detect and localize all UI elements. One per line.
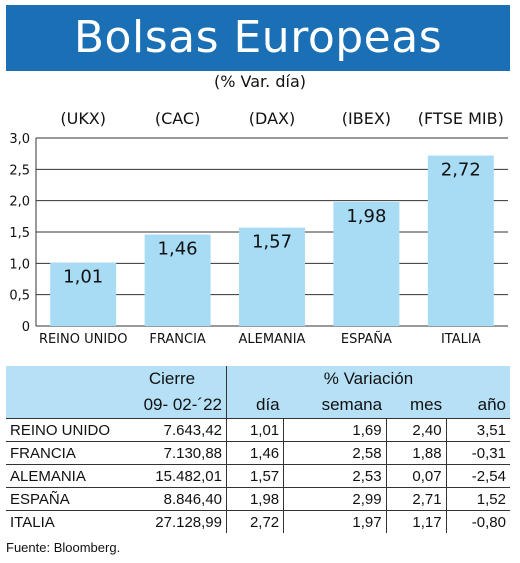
row-mes: 0,07 bbox=[385, 464, 447, 488]
data-label: 2,72 bbox=[441, 160, 481, 181]
row-ano: -0,31 bbox=[445, 441, 510, 465]
x-tick-label: ALEMANIA bbox=[239, 332, 306, 347]
row-semana: 1,69 bbox=[283, 418, 387, 442]
table-row: ITALIA 27.128,99 2,72 1,97 1,17 -0,80 bbox=[6, 510, 510, 533]
y-tick-label: 0 bbox=[22, 320, 30, 335]
row-name: FRANCIA bbox=[6, 441, 118, 465]
row-ano: -0,80 bbox=[445, 510, 510, 533]
row-ano: 3,51 bbox=[445, 418, 510, 442]
x-tick-label: ITALIA bbox=[441, 332, 481, 347]
index-label: (CAC) bbox=[155, 109, 201, 128]
index-label: (UKX) bbox=[60, 109, 106, 128]
header-variacion: % Variación bbox=[226, 366, 510, 392]
index-label: (IBEX) bbox=[342, 109, 391, 128]
row-name: REINO UNIDO bbox=[6, 418, 118, 442]
subheader-blank bbox=[6, 392, 118, 419]
row-mes: 1,17 bbox=[385, 510, 447, 533]
row-ano: -2,54 bbox=[445, 464, 510, 488]
row-cierre: 27.128,99 bbox=[118, 510, 227, 533]
header-semana: semana bbox=[283, 392, 387, 419]
row-cierre: 8.846,40 bbox=[118, 487, 227, 511]
x-tick-label: REINO UNIDO bbox=[39, 332, 128, 347]
x-tick-label: ESPAÑA bbox=[341, 331, 392, 347]
row-semana: 1,97 bbox=[283, 510, 387, 533]
row-cierre: 7.643,42 bbox=[118, 418, 227, 442]
x-tick-label: FRANCIA bbox=[149, 332, 206, 347]
row-dia: 1,57 bbox=[225, 464, 284, 488]
table-row: ALEMANIA 15.482,01 1,57 2,53 0,07 -2,54 bbox=[6, 464, 510, 488]
row-semana: 2,58 bbox=[283, 441, 387, 465]
bar bbox=[427, 155, 494, 326]
row-mes: 2,71 bbox=[385, 487, 447, 511]
index-label: (DAX) bbox=[249, 109, 295, 128]
bar-chart: 0 0,5 1,0 1,5 2,0 2,5 3,0 1,01 (UKX) REINO UNIDO 1… bbox=[9, 109, 508, 347]
header-date: 09- 02-´22 bbox=[118, 392, 227, 419]
bar bbox=[239, 227, 305, 326]
row-mes: 1,88 bbox=[385, 441, 447, 465]
y-tick-label: 0,5 bbox=[9, 289, 30, 304]
row-dia: 1,01 bbox=[225, 418, 284, 442]
row-name: ALEMANIA bbox=[6, 464, 118, 488]
row-cierre: 15.482,01 bbox=[118, 464, 227, 488]
table-header-row: Cierre % Variación bbox=[6, 366, 510, 392]
data-label: 1,01 bbox=[63, 267, 103, 288]
row-ano: 1,52 bbox=[445, 487, 510, 511]
y-tick-label: 1,5 bbox=[9, 226, 30, 241]
row-dia: 1,46 bbox=[225, 441, 284, 465]
row-dia: 2,72 bbox=[225, 510, 284, 533]
chart-subtitle: (% Var. día) bbox=[214, 72, 306, 91]
row-mes: 2,40 bbox=[385, 418, 447, 442]
header-blank bbox=[6, 366, 118, 392]
data-label: 1,98 bbox=[346, 206, 386, 227]
header-dia: día bbox=[225, 392, 284, 419]
row-cierre: 7.130,88 bbox=[118, 441, 227, 465]
y-tick-label: 3,0 bbox=[9, 132, 30, 147]
row-semana: 2,53 bbox=[283, 464, 387, 488]
bar bbox=[144, 234, 211, 326]
table-row: FRANCIA 7.130,88 1,46 2,58 1,88 -0,31 bbox=[6, 441, 510, 465]
y-tick-label: 2,5 bbox=[9, 163, 30, 178]
y-tick-label: 1,0 bbox=[9, 257, 30, 272]
bar bbox=[50, 262, 117, 326]
table-row: REINO UNIDO 7.643,42 1,01 1,69 2,40 3,51 bbox=[6, 418, 510, 442]
header-ano: año bbox=[446, 392, 510, 419]
source-note: Fuente: Bloomberg. bbox=[6, 540, 121, 555]
row-dia: 1,98 bbox=[225, 487, 284, 511]
data-label: 1,57 bbox=[252, 232, 292, 253]
variation-table: Cierre % Variación 09- 02-´22 día semana… bbox=[6, 366, 510, 533]
table-subheader-row: 09- 02-´22 día semana mes año bbox=[6, 392, 510, 419]
row-name: ESPAÑA bbox=[6, 487, 118, 511]
header-mes: mes bbox=[386, 392, 447, 419]
header-cierre: Cierre bbox=[118, 366, 227, 392]
row-name: ITALIA bbox=[6, 510, 118, 533]
table-row: ESPAÑA 8.846,40 1,98 2,99 2,71 1,52 bbox=[6, 487, 510, 511]
chart-title: Bolsas Europeas bbox=[6, 5, 510, 71]
index-label: (FTSE MIB) bbox=[418, 109, 504, 128]
row-semana: 2,99 bbox=[283, 487, 387, 511]
data-label: 1,46 bbox=[158, 239, 198, 260]
bar bbox=[333, 201, 400, 326]
y-tick-label: 2,0 bbox=[9, 195, 30, 210]
